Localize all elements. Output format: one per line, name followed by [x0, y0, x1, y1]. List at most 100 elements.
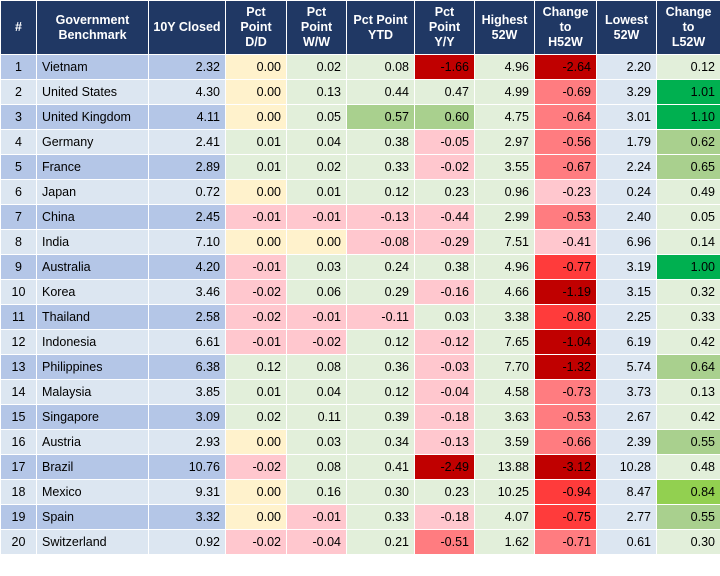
value-cell: -0.02: [225, 304, 287, 330]
column-header: Pct Point YTD: [346, 0, 415, 55]
value-cell: 0.08: [286, 454, 347, 480]
value-cell: -1.32: [534, 354, 597, 380]
value-cell: 8: [0, 229, 37, 255]
value-cell: 0.41: [346, 454, 415, 480]
country-cell: Brazil: [36, 454, 149, 480]
column-header: #: [0, 0, 37, 55]
value-cell: 4.99: [474, 79, 535, 105]
table-row: 9 Australia 4.20 -0.01 0.03 0.24 0.38 4.96 -0.77…: [0, 254, 720, 280]
country-cell: India: [36, 229, 149, 255]
value-cell: -0.80: [534, 304, 597, 330]
value-cell: 0.33: [346, 154, 415, 180]
value-cell: -0.04: [286, 529, 347, 555]
value-cell: 16: [0, 429, 37, 455]
value-cell: 4.58: [474, 379, 535, 405]
value-cell: 0.12: [225, 354, 287, 380]
value-cell: 6.38: [148, 354, 226, 380]
value-cell: 0.33: [656, 304, 720, 330]
value-cell: 10.25: [474, 479, 535, 505]
value-cell: -0.56: [534, 129, 597, 155]
value-cell: 0.02: [286, 54, 347, 80]
value-cell: 10.76: [148, 454, 226, 480]
value-cell: 17: [0, 454, 37, 480]
value-cell: 3.29: [596, 79, 657, 105]
value-cell: -1.19: [534, 279, 597, 305]
table-body: 1 Vietnam 2.32 0.00 0.02 0.08 -1.66 4.96 -2.64 2.…: [0, 54, 720, 555]
value-cell: 7.65: [474, 329, 535, 355]
country-cell: Indonesia: [36, 329, 149, 355]
value-cell: -0.94: [534, 479, 597, 505]
table-row: 6 Japan 0.72 0.00 0.01 0.12 0.23 0.96 -0.23 0.24 0…: [0, 179, 720, 205]
value-cell: 3.09: [148, 404, 226, 430]
value-cell: 0.47: [414, 79, 475, 105]
value-cell: 0.33: [346, 504, 415, 530]
value-cell: 0.49: [656, 179, 720, 205]
value-cell: 0.03: [286, 429, 347, 455]
column-header: Pct Point D/D: [225, 0, 287, 55]
table-row: 18 Mexico 9.31 0.00 0.16 0.30 0.23 10.25 -0.94 8.…: [0, 479, 720, 505]
value-cell: 2.93: [148, 429, 226, 455]
value-cell: -0.69: [534, 79, 597, 105]
value-cell: -0.03: [414, 354, 475, 380]
value-cell: 0.04: [286, 129, 347, 155]
country-cell: Singapore: [36, 404, 149, 430]
value-cell: -0.02: [225, 529, 287, 555]
value-cell: -0.73: [534, 379, 597, 405]
value-cell: 0.44: [346, 79, 415, 105]
value-cell: 3: [0, 104, 37, 130]
value-cell: 0.00: [286, 229, 347, 255]
value-cell: 0.96: [474, 179, 535, 205]
value-cell: 0.00: [225, 54, 287, 80]
value-cell: 4.96: [474, 254, 535, 280]
value-cell: -0.11: [346, 304, 415, 330]
table-row: 19 Spain 3.32 0.00 -0.01 0.33 -0.18 4.07 -0.75 2.…: [0, 504, 720, 530]
value-cell: -0.29: [414, 229, 475, 255]
value-cell: 3.59: [474, 429, 535, 455]
value-cell: -0.12: [414, 329, 475, 355]
country-cell: Thailand: [36, 304, 149, 330]
value-cell: -0.13: [414, 429, 475, 455]
column-header: Lowest 52W: [596, 0, 657, 55]
value-cell: 0.06: [286, 279, 347, 305]
value-cell: 0.30: [346, 479, 415, 505]
value-cell: -0.02: [225, 279, 287, 305]
table-row: 16 Austria 2.93 0.00 0.03 0.34 -0.13 3.59 -0.66 2…: [0, 429, 720, 455]
value-cell: -0.01: [286, 304, 347, 330]
value-cell: -0.01: [225, 254, 287, 280]
value-cell: 2.41: [148, 129, 226, 155]
value-cell: 0.42: [656, 404, 720, 430]
value-cell: 0.12: [346, 329, 415, 355]
value-cell: 3.73: [596, 379, 657, 405]
value-cell: 0.05: [286, 104, 347, 130]
table-row: 7 China 2.45 -0.01 -0.01 -0.13 -0.44 2.99 -0.53 2…: [0, 204, 720, 230]
value-cell: 0.30: [656, 529, 720, 555]
value-cell: 1: [0, 54, 37, 80]
value-cell: -0.64: [534, 104, 597, 130]
country-cell: Switzerland: [36, 529, 149, 555]
column-header: Change to H52W: [534, 0, 597, 55]
value-cell: -0.67: [534, 154, 597, 180]
country-cell: Vietnam: [36, 54, 149, 80]
value-cell: 2.77: [596, 504, 657, 530]
table-row: 3 United Kingdom 4.11 0.00 0.05 0.57 0.60 4.75-…: [0, 104, 720, 130]
value-cell: 19: [0, 504, 37, 530]
value-cell: 5.74: [596, 354, 657, 380]
value-cell: 0.11: [286, 404, 347, 430]
value-cell: 8.47: [596, 479, 657, 505]
table-row: 20 Switzerland 0.92 -0.02 -0.04 0.21 -0.51 1.62…: [0, 529, 720, 555]
value-cell: 0.14: [656, 229, 720, 255]
value-cell: 1.00: [656, 254, 720, 280]
value-cell: -0.01: [225, 204, 287, 230]
value-cell: 0.00: [225, 229, 287, 255]
value-cell: 0.32: [656, 279, 720, 305]
value-cell: 0.03: [414, 304, 475, 330]
value-cell: 3.63: [474, 404, 535, 430]
value-cell: 2.39: [596, 429, 657, 455]
value-cell: -2.64: [534, 54, 597, 80]
value-cell: 0.00: [225, 429, 287, 455]
value-cell: 4.07: [474, 504, 535, 530]
value-cell: 2.99: [474, 204, 535, 230]
value-cell: 0.23: [414, 179, 475, 205]
value-cell: 3.15: [596, 279, 657, 305]
